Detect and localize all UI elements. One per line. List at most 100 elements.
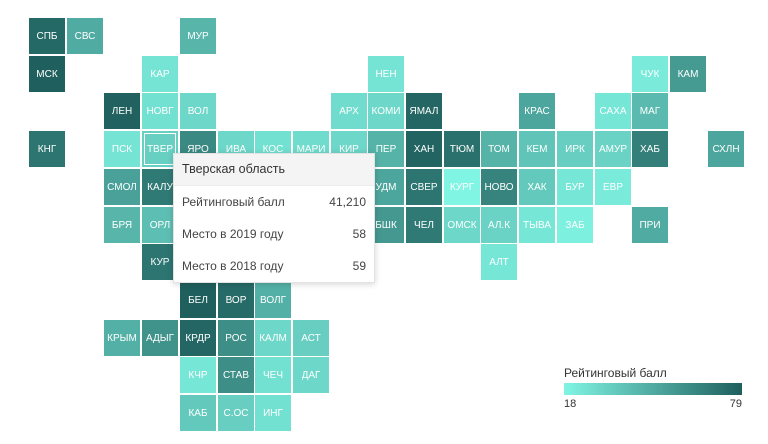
region-tile-48[interactable]: АЛ.К (481, 207, 517, 243)
region-tile-18[interactable]: ПСК (104, 131, 140, 167)
region-tile-label: АРХ (339, 105, 359, 117)
region-tile-14[interactable]: КРАС (519, 93, 555, 129)
region-tile-52[interactable]: КУР (142, 244, 178, 280)
region-tile-label: КУР (150, 256, 170, 268)
region-tile-label: ЧЕЛ (414, 219, 434, 231)
region-tile-40[interactable]: ХАК (519, 169, 555, 205)
region-tile-label: НОВГ (146, 105, 174, 117)
region-tile-55[interactable]: ВОР (218, 282, 254, 318)
region-tile-label: КАЛМ (259, 332, 287, 344)
region-tile-7[interactable]: КАМ (670, 56, 706, 92)
region-tile-label: КАБ (188, 407, 208, 419)
legend-min-label: 18 (564, 398, 577, 410)
region-tile-61[interactable]: КАЛМ (255, 320, 291, 356)
region-tile-29[interactable]: КЕМ (519, 131, 555, 167)
region-tile-26[interactable]: ХАН (406, 131, 442, 167)
region-tile-41[interactable]: БУР (557, 169, 593, 205)
region-tile-label: КРЫМ (107, 332, 137, 344)
region-tile-label: ХАК (527, 181, 547, 193)
region-tile-label: С.ОС (223, 407, 249, 419)
region-tile-label: ТОМ (488, 143, 510, 155)
region-tile-35[interactable]: КАЛУ (142, 169, 178, 205)
region-tile-8[interactable]: ЛЕН (104, 93, 140, 129)
region-tile-label: ПСК (111, 143, 133, 155)
region-tile-32[interactable]: ХАБ (632, 131, 668, 167)
region-tile-label: МСК (36, 68, 58, 80)
tooltip-score-value: 41,210 (329, 195, 366, 209)
region-tile-49[interactable]: ТЫВА (519, 207, 555, 243)
region-tile-58[interactable]: АДЫГ (142, 320, 178, 356)
region-tile-37[interactable]: СВЕР (406, 169, 442, 205)
region-tile-43[interactable]: БРЯ (104, 207, 140, 243)
region-tile-3[interactable]: МСК (29, 56, 65, 92)
region-tile-label: КЧР (188, 369, 208, 381)
region-tile-64[interactable]: СТАВ (218, 357, 254, 393)
region-tile-label: ЗАБ (565, 219, 585, 231)
region-tile-label: ИРК (565, 143, 585, 155)
region-tile-label: КРДР (185, 332, 211, 344)
region-tile-12[interactable]: КОМИ (368, 93, 404, 129)
region-tile-62[interactable]: АСТ (293, 320, 329, 356)
region-tile-label: ХАБ (640, 143, 660, 155)
region-tile-27[interactable]: ТЮМ (444, 131, 480, 167)
region-tile-38[interactable]: КУРГ (444, 169, 480, 205)
tooltip-place-2019-label: Место в 2019 году (182, 227, 284, 241)
region-tile-label: НЕН (375, 68, 397, 80)
region-tile-68[interactable]: С.ОС (218, 395, 254, 431)
region-tile-53[interactable]: АЛТ (481, 244, 517, 280)
region-tile-11[interactable]: АРХ (331, 93, 367, 129)
region-tile-17[interactable]: КНГ (29, 131, 65, 167)
region-tile-46[interactable]: ЧЕЛ (406, 207, 442, 243)
region-tile-label: ЧУК (640, 68, 660, 80)
tooltip-row-place-2018: Место в 2018 году 59 (174, 250, 374, 282)
region-tile-label: ХАН (413, 143, 435, 155)
region-tile-30[interactable]: ИРК (557, 131, 593, 167)
region-tile-42[interactable]: ЕВР (595, 169, 631, 205)
region-tile-33[interactable]: СХЛН (708, 131, 744, 167)
region-tile-54[interactable]: БЕЛ (180, 282, 216, 318)
region-tile-label: ОРЛ (149, 219, 171, 231)
region-tile-66[interactable]: ДАГ (293, 357, 329, 393)
region-tile-label: КРАС (524, 105, 550, 117)
region-tile-label: МАГ (639, 105, 661, 117)
region-tile-2[interactable]: МУР (180, 18, 216, 54)
region-tile-56[interactable]: ВОЛГ (255, 282, 291, 318)
region-tile-label: МУР (187, 30, 209, 42)
region-tile-65[interactable]: ЧЕЧ (255, 357, 291, 393)
region-tile-51[interactable]: ПРИ (632, 207, 668, 243)
region-tile-6[interactable]: ЧУК (632, 56, 668, 92)
region-tile-44[interactable]: ОРЛ (142, 207, 178, 243)
region-tile-label: ОМСК (447, 219, 477, 231)
region-tile-4[interactable]: КАР (142, 56, 178, 92)
region-tile-label: ЯМАЛ (409, 105, 439, 117)
region-tile-67[interactable]: КАБ (180, 395, 216, 431)
region-tile-60[interactable]: РОС (218, 320, 254, 356)
region-tile-63[interactable]: КЧР (180, 357, 216, 393)
region-tile-34[interactable]: СМОЛ (104, 169, 140, 205)
region-tile-28[interactable]: ТОМ (481, 131, 517, 167)
region-tile-19[interactable]: ТВЕР (142, 131, 178, 167)
region-tile-10[interactable]: ВОЛ (180, 93, 216, 129)
region-tile-50[interactable]: ЗАБ (557, 207, 593, 243)
region-tile-5[interactable]: НЕН (368, 56, 404, 92)
region-tile-39[interactable]: НОВО (481, 169, 517, 205)
region-tile-1[interactable]: СВС (67, 18, 103, 54)
region-tile-16[interactable]: МАГ (632, 93, 668, 129)
region-tile-13[interactable]: ЯМАЛ (406, 93, 442, 129)
region-tile-label: ИНГ (263, 407, 283, 419)
region-tile-label: КАМ (677, 68, 699, 80)
region-tile-57[interactable]: КРЫМ (104, 320, 140, 356)
region-tile-label: ТЫВА (523, 219, 551, 231)
region-tile-69[interactable]: ИНГ (255, 395, 291, 431)
region-tile-0[interactable]: СПБ (29, 18, 65, 54)
region-tile-9[interactable]: НОВГ (142, 93, 178, 129)
tooltip-row-score: Рейтинговый балл 41,210 (174, 186, 374, 218)
region-tile-47[interactable]: ОМСК (444, 207, 480, 243)
region-tile-31[interactable]: АМУР (595, 131, 631, 167)
region-tile-59[interactable]: КРДР (180, 320, 216, 356)
region-tile-label: БЕЛ (188, 294, 208, 306)
tooltip-row-place-2019: Место в 2019 году 58 (174, 218, 374, 250)
region-tile-15[interactable]: САХА (595, 93, 631, 129)
region-tile-label: КИР (339, 143, 359, 155)
